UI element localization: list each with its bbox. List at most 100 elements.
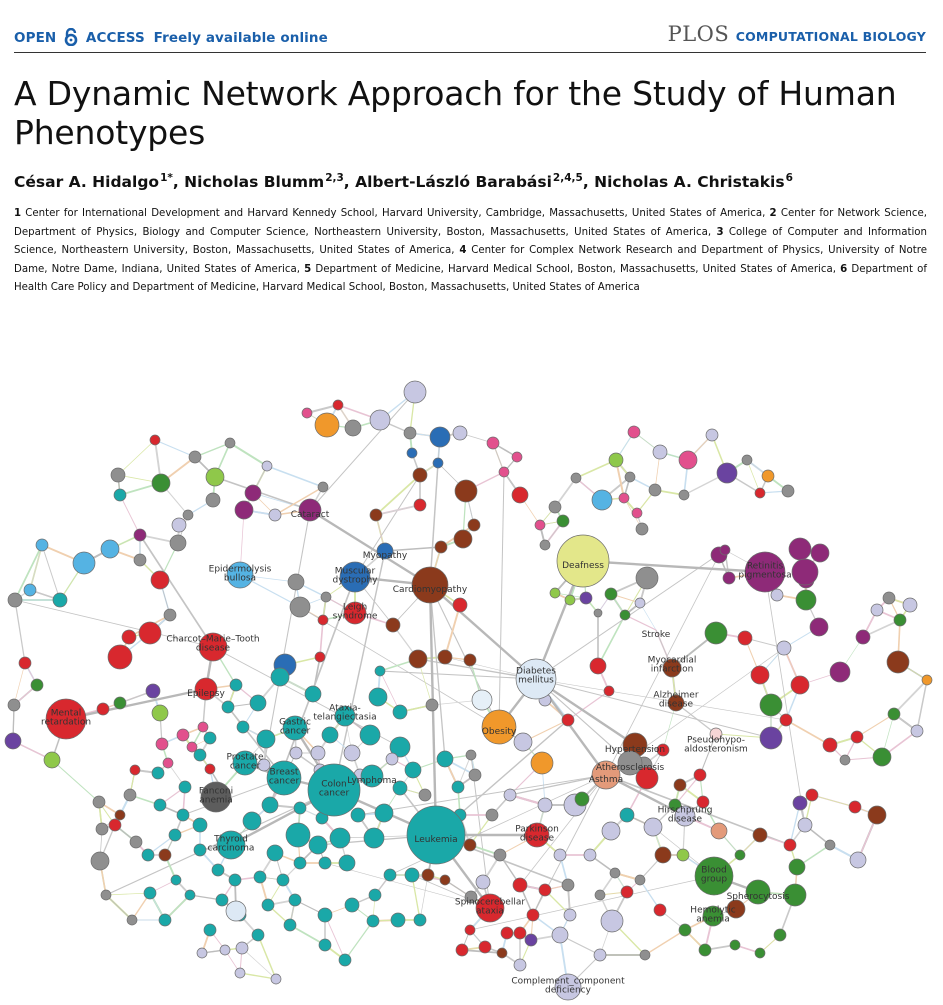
network-node xyxy=(537,797,553,813)
node-label-line: Parkinson xyxy=(515,825,559,835)
disease-node xyxy=(556,534,610,588)
open-label: OPEN xyxy=(14,30,57,46)
network-node xyxy=(344,897,360,913)
network-node xyxy=(870,603,884,617)
network-node xyxy=(318,938,332,952)
author-affiliation-marks: 1* xyxy=(160,172,173,184)
network-node xyxy=(178,780,192,794)
network-node xyxy=(421,868,435,882)
network-edge xyxy=(13,662,26,706)
network-node xyxy=(752,827,768,843)
network-node xyxy=(781,484,795,498)
network-node xyxy=(608,452,624,468)
network-node xyxy=(754,947,766,959)
network-node xyxy=(635,522,649,536)
network-edge xyxy=(674,774,701,806)
network-edge xyxy=(239,972,277,980)
network-node xyxy=(534,519,546,531)
network-node xyxy=(867,805,887,825)
network-node xyxy=(848,800,862,814)
node-label-line: Prostate xyxy=(226,753,264,763)
network-node xyxy=(126,914,138,926)
node-label-line: Diabetes xyxy=(516,667,556,677)
network-node xyxy=(314,412,340,438)
disease-node xyxy=(216,830,246,860)
network-node xyxy=(601,821,621,841)
affiliation-text: Center for Complex Network Research and … xyxy=(14,245,927,275)
node-label-line: Stroke xyxy=(642,630,671,640)
network-node xyxy=(129,764,141,776)
network-edge xyxy=(263,509,311,766)
network-node xyxy=(114,809,126,821)
network-node xyxy=(344,419,362,437)
network-node xyxy=(283,918,297,932)
network-node xyxy=(170,874,182,886)
network-node xyxy=(463,838,477,852)
network-edge xyxy=(289,924,326,946)
network-graph: Cataract Myopathy Muscular dystrophy Cardiom… xyxy=(4,380,933,1001)
network-node xyxy=(369,409,391,431)
network-edge xyxy=(257,934,277,980)
journal-header: OPEN ACCESS Freely available online PLOS… xyxy=(14,22,926,52)
network-edge xyxy=(274,486,324,516)
node-label: Stroke xyxy=(642,630,671,640)
network-node xyxy=(673,778,687,792)
node-label-line: Spinocerebellar xyxy=(455,898,525,908)
network-node xyxy=(293,856,307,870)
open-lock-icon xyxy=(64,28,78,46)
network-node xyxy=(235,941,249,955)
node-label: Spherocytosis xyxy=(727,892,790,902)
network-node xyxy=(561,878,575,892)
network-node xyxy=(792,795,808,811)
node-label: Prostate cancer xyxy=(226,753,264,772)
network-node xyxy=(197,721,209,733)
node-label: Obesity xyxy=(482,727,517,737)
node-label-line: cancer xyxy=(269,777,300,787)
node-label-line: Breast xyxy=(270,768,299,778)
network-node xyxy=(143,886,157,900)
network-node xyxy=(553,848,567,862)
node-label-line: Epidermolysis xyxy=(209,565,272,575)
network-node xyxy=(317,907,333,923)
network-node xyxy=(716,462,738,484)
network-edge xyxy=(266,465,324,488)
disease-node xyxy=(198,632,228,662)
network-node xyxy=(783,883,807,907)
node-label: Atherosclerosis xyxy=(596,763,665,773)
disease-node xyxy=(266,760,302,796)
node-label-line: Muscular xyxy=(335,567,376,577)
node-label: Spinocerebellar ataxia xyxy=(455,898,525,917)
network-node xyxy=(100,539,120,559)
network-node xyxy=(129,835,143,849)
network-node xyxy=(100,889,112,901)
network-node xyxy=(4,732,22,750)
freely-available-label: Freely available online xyxy=(153,30,328,46)
network-node xyxy=(359,724,381,746)
node-label-line: infarction xyxy=(651,665,694,675)
network-node xyxy=(500,926,514,940)
network-edge xyxy=(811,794,856,808)
network-node xyxy=(193,748,207,762)
network-node xyxy=(654,846,672,864)
network-node xyxy=(224,437,236,449)
node-label: Colon cancer xyxy=(319,780,350,799)
network-node xyxy=(564,594,576,606)
article-title: A Dynamic Network Approach for the Study… xyxy=(14,74,897,152)
network-node xyxy=(797,817,813,833)
network-edge xyxy=(893,679,928,715)
node-label: Alzheimer disease xyxy=(653,691,698,710)
disease-node xyxy=(674,805,696,827)
network-node xyxy=(158,848,172,862)
node-label: Epidermolysis bullosa xyxy=(209,565,272,584)
network-node xyxy=(593,948,607,962)
network-node xyxy=(329,827,351,849)
network-node xyxy=(464,890,478,904)
node-label: Complement_component deficiency xyxy=(511,977,625,996)
node-label: Breast cancer xyxy=(269,768,300,787)
network-node xyxy=(436,750,454,768)
node-label-line: carcinoma xyxy=(208,844,255,854)
network-node xyxy=(750,665,770,685)
network-node xyxy=(343,744,361,762)
disease-node xyxy=(194,677,218,701)
network-node xyxy=(205,492,221,508)
